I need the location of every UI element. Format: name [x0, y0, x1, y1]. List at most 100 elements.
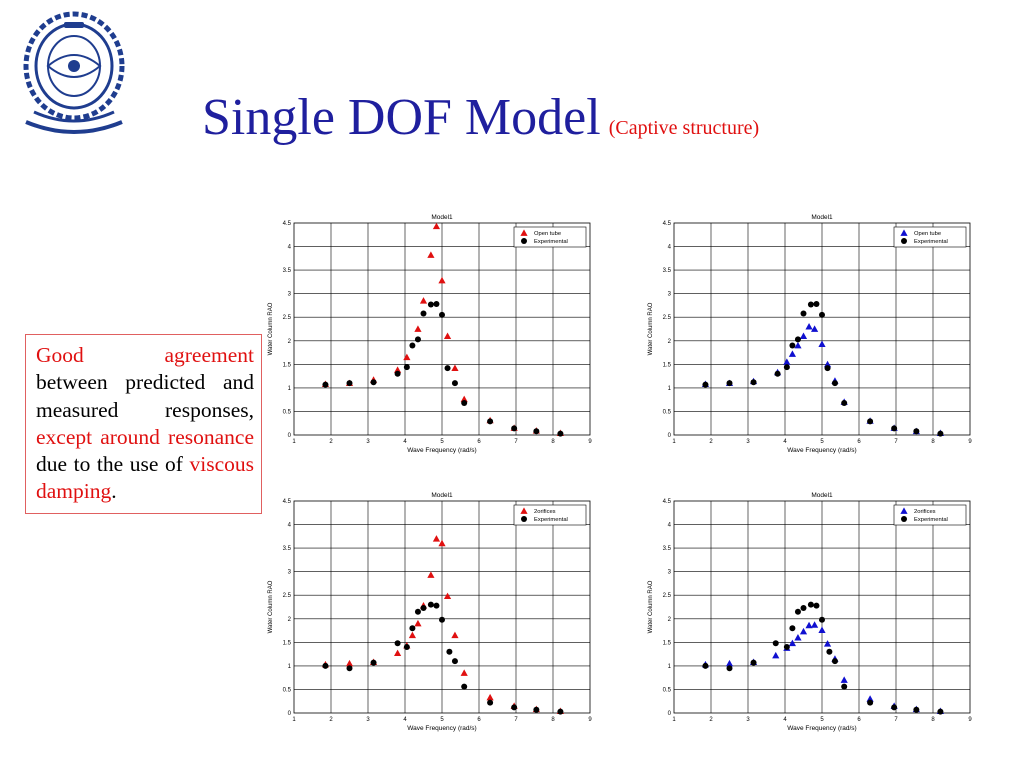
data-point	[427, 301, 434, 308]
y-tick-label: 0	[668, 433, 672, 439]
data-point	[427, 601, 434, 608]
data-point	[409, 625, 416, 632]
x-tick-label: 8	[931, 439, 935, 445]
legend: Open tube Experimental	[893, 226, 967, 248]
series-experimental	[322, 301, 564, 437]
x-tick-label: 3	[366, 439, 370, 445]
chart-title: Model1	[811, 214, 833, 221]
data-point	[370, 379, 377, 386]
y-tick-label: 0	[288, 711, 292, 717]
y-tick-label: 2.5	[283, 315, 292, 321]
x-axis-label: Wave Frequency (rad/s)	[787, 725, 856, 732]
data-point	[867, 418, 874, 425]
chart-open-tube-red: Model1 1 2 3 4 5 6 7 8 9 0 0.5 1 1.5 2 2.5 3 3.5 4 4.5 Wave …	[262, 206, 607, 456]
legend-marker	[521, 238, 527, 244]
y-tick-label: 1.5	[663, 640, 672, 646]
data-point	[451, 658, 458, 665]
plot-frame	[293, 500, 591, 714]
data-point	[891, 425, 898, 432]
x-tick-label: 1	[292, 717, 296, 723]
series-experimental	[702, 601, 944, 715]
x-tick-label: 6	[477, 439, 481, 445]
x-tick-label: 1	[292, 439, 296, 445]
data-point	[819, 311, 825, 318]
y-axis-label: Water Column RAO	[268, 302, 274, 355]
legend-label: Experimental	[914, 517, 948, 523]
x-tick-label: 7	[514, 439, 518, 445]
x-tick-label: 8	[551, 717, 555, 723]
x-tick-label: 2	[709, 439, 713, 445]
data-point	[460, 395, 468, 403]
y-tick-label: 3	[288, 292, 292, 298]
series-experimental	[702, 301, 944, 437]
data-point	[419, 297, 428, 304]
data-point	[774, 370, 781, 377]
y-tick-label: 1	[288, 386, 292, 392]
data-point	[794, 336, 801, 343]
data-point	[557, 430, 564, 437]
data-point	[891, 704, 898, 711]
y-tick-label: 3.5	[663, 546, 672, 552]
y-axis-label: Water Column RAO	[648, 580, 654, 633]
y-axis-label: Water Column RAO	[268, 580, 274, 633]
y-tick-label: 1	[668, 386, 672, 392]
data-point	[789, 625, 796, 632]
y-tick-label: 2	[288, 617, 292, 623]
x-tick-label: 8	[931, 717, 935, 723]
data-point	[403, 644, 410, 651]
x-tick-label: 4	[783, 439, 787, 445]
data-point	[824, 365, 831, 372]
data-point	[443, 592, 452, 600]
data-point	[433, 301, 440, 308]
data-point	[533, 706, 540, 713]
data-point	[813, 301, 820, 308]
data-point	[403, 364, 410, 371]
legend-marker	[900, 507, 908, 514]
legend-label: Experimental	[534, 239, 568, 245]
legend-box	[513, 226, 587, 248]
slide-subtitle: (Captive structure)	[608, 117, 760, 139]
data-point	[511, 704, 518, 711]
chart-open-tube-blue: Model1 1 2 3 4 5 6 7 8 9 0 0.5 1 1.5 2 2.5 3 3.5 4 4.5 Wave …	[642, 206, 987, 456]
data-point	[783, 364, 790, 371]
legend-marker	[520, 229, 528, 236]
plot-frame	[673, 222, 971, 436]
legend-label: Open tube	[534, 231, 561, 237]
x-tick-label: 1	[672, 717, 676, 723]
data-point	[533, 428, 540, 435]
data-point	[322, 662, 329, 669]
data-point	[840, 676, 848, 683]
y-tick-label: 4.5	[283, 499, 292, 505]
y-tick-label: 3.5	[283, 546, 292, 552]
data-point	[446, 648, 453, 655]
data-point	[439, 616, 445, 623]
data-point	[433, 602, 440, 609]
data-point	[772, 640, 779, 647]
legend: 2orifices Experimental	[513, 504, 587, 526]
data-point	[913, 428, 920, 435]
data-point	[811, 621, 819, 628]
data-point	[807, 301, 814, 308]
data-point	[823, 360, 832, 368]
data-point	[813, 602, 820, 609]
legend-label: 2orifices	[534, 509, 556, 515]
legend: Open tube Experimental	[513, 226, 587, 248]
data-point	[805, 621, 813, 629]
data-point	[438, 276, 446, 284]
data-point	[451, 631, 459, 639]
data-point	[409, 342, 416, 349]
data-point	[557, 708, 564, 715]
y-tick-label: 1	[668, 664, 672, 670]
x-tick-label: 9	[588, 717, 592, 723]
x-tick-label: 4	[403, 717, 407, 723]
data-point	[807, 601, 814, 608]
data-point	[427, 251, 435, 258]
data-point	[394, 366, 402, 373]
data-point	[867, 699, 874, 706]
legend: 2orifices Experimental	[893, 504, 967, 526]
data-point	[789, 342, 796, 349]
academy-emblem-icon	[23, 11, 125, 134]
callout-text-period: .	[111, 479, 117, 504]
x-tick-label: 1	[672, 439, 676, 445]
y-tick-label: 4.5	[283, 221, 292, 227]
